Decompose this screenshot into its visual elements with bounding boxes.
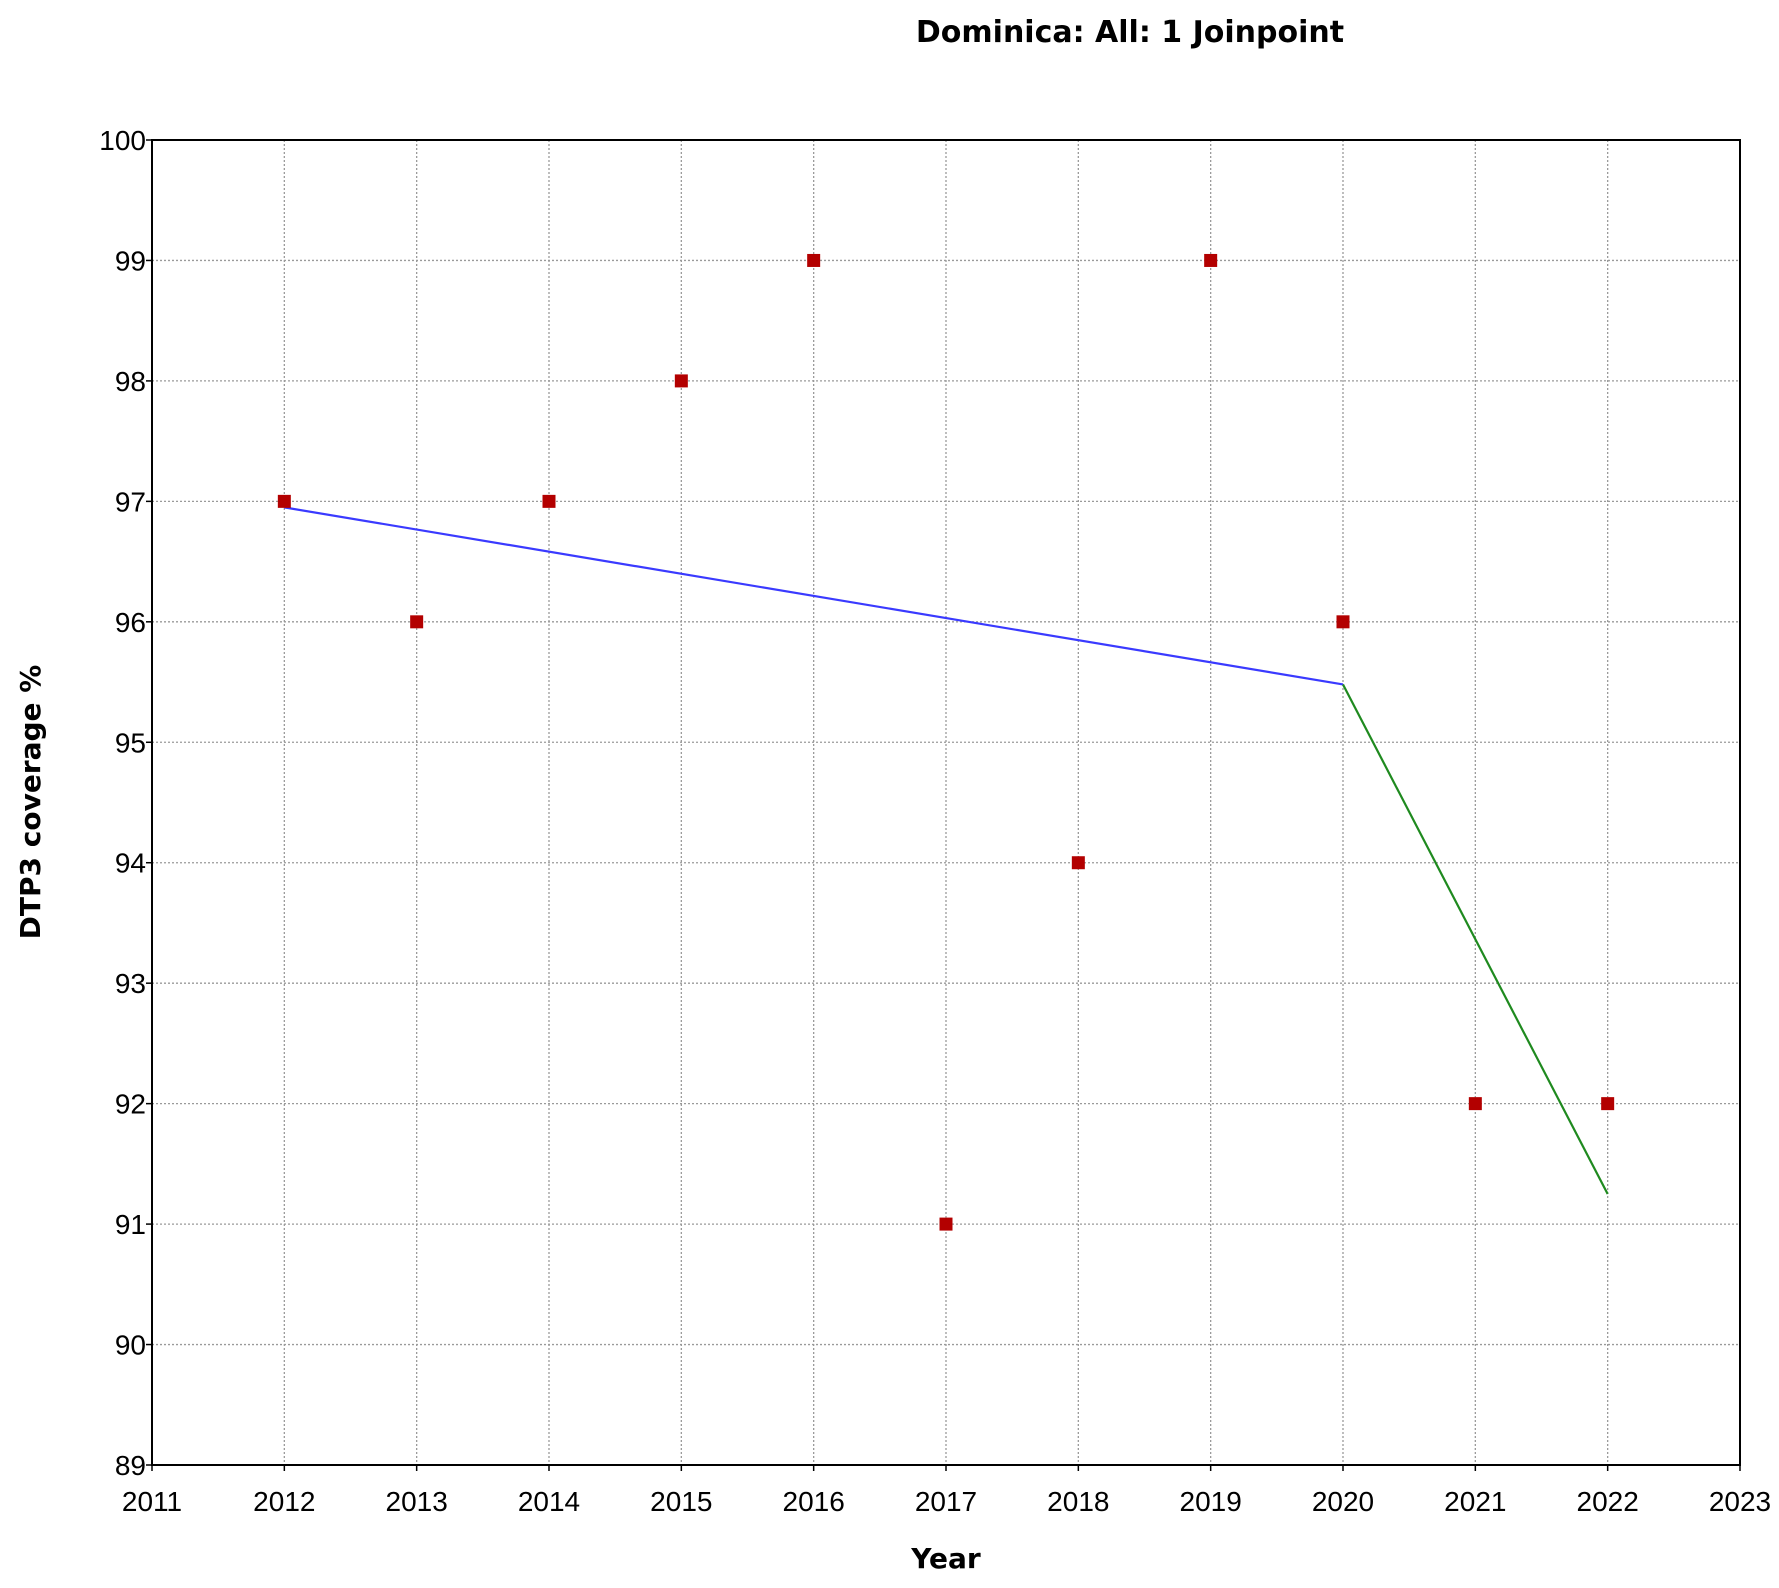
x-tick-label: 2021 (1444, 1486, 1506, 1517)
gridlines (152, 140, 1740, 1465)
y-tick-label: 96 (115, 607, 146, 638)
x-tick-label: 2019 (1180, 1486, 1242, 1517)
x-tick-label: 2017 (915, 1486, 977, 1517)
x-tick-label: 2011 (122, 1486, 182, 1517)
joinpoint-segment-line (1342, 683, 1609, 1195)
data-point-marker (1204, 253, 1218, 267)
data-point-marker (807, 253, 821, 267)
y-tick-label: 93 (115, 968, 146, 999)
x-tick-label: 2018 (1047, 1486, 1109, 1517)
y-tick-label: 94 (115, 848, 146, 879)
y-tick-label: 89 (115, 1450, 146, 1481)
y-tick-label: 91 (115, 1209, 146, 1240)
data-point-marker (1336, 615, 1350, 629)
y-tick-label: 90 (115, 1330, 146, 1361)
x-tick-label: 2012 (253, 1486, 315, 1517)
y-tick-label: 99 (115, 245, 146, 276)
data-point-marker (674, 374, 688, 388)
x-tick-label: 2013 (386, 1486, 448, 1517)
chart-title: Dominica: All: 1 Joinpoint (916, 15, 1344, 50)
x-tick-label: 2016 (783, 1486, 845, 1517)
y-axis-label: DTP3 coverage % (14, 665, 47, 940)
x-tick-label: 2022 (1577, 1486, 1639, 1517)
joinpoint-segments (284, 506, 1609, 1195)
x-tick-label: 2023 (1709, 1486, 1771, 1517)
x-tick-label: 2020 (1312, 1486, 1374, 1517)
data-point-marker (410, 615, 424, 629)
data-point-marker (277, 494, 291, 508)
plot-area (151, 139, 1741, 1466)
observed-points (277, 253, 1615, 1231)
x-tick-label: 2014 (518, 1486, 580, 1517)
y-tick-label: 92 (115, 1089, 146, 1120)
y-tick-label: 100 (99, 125, 146, 156)
y-axis-ticks: 89 90 91 92 93 94 95 96 97 98 99 100 (99, 125, 152, 1481)
y-tick-label: 97 (115, 486, 146, 517)
joinpoint-segment-line (284, 506, 1344, 686)
y-tick-label: 98 (115, 366, 146, 397)
data-point-marker (939, 1217, 953, 1231)
data-point-marker (1468, 1097, 1482, 1111)
x-tick-label: 2015 (650, 1486, 712, 1517)
data-point-marker (1071, 856, 1085, 870)
data-point-marker (542, 494, 556, 508)
y-tick-label: 95 (115, 727, 146, 758)
x-axis-ticks: 2011 2012 2013 2014 2015 2016 2017 2018 2019 2020… (122, 1465, 1771, 1517)
x-axis-label: Year (910, 1542, 981, 1575)
data-point-marker (1601, 1097, 1615, 1111)
